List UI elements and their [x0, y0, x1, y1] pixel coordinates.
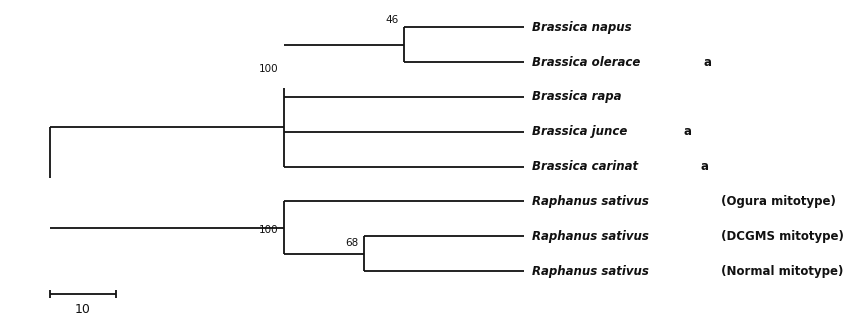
- Text: a: a: [683, 125, 691, 138]
- Text: 46: 46: [386, 15, 398, 26]
- Text: 100: 100: [259, 64, 278, 74]
- Text: Raphanus sativus: Raphanus sativus: [532, 265, 649, 278]
- Text: Brassica carinat: Brassica carinat: [532, 160, 638, 173]
- Text: Brassica olerace: Brassica olerace: [532, 56, 641, 69]
- Text: a: a: [704, 56, 711, 69]
- Text: 100: 100: [259, 225, 278, 234]
- Text: Raphanus sativus: Raphanus sativus: [532, 195, 649, 208]
- Text: Brassica napus: Brassica napus: [532, 21, 631, 34]
- Text: 68: 68: [346, 238, 358, 248]
- Text: (Ogura mitotype): (Ogura mitotype): [717, 195, 837, 208]
- Text: 10: 10: [75, 302, 91, 315]
- Text: (DCGMS mitotype): (DCGMS mitotype): [717, 230, 844, 243]
- Text: Brassica junce: Brassica junce: [532, 125, 627, 138]
- Text: Brassica rapa: Brassica rapa: [532, 90, 622, 103]
- Text: Raphanus sativus: Raphanus sativus: [532, 230, 649, 243]
- Text: (Normal mitotype): (Normal mitotype): [717, 265, 843, 278]
- Text: a: a: [700, 160, 708, 173]
